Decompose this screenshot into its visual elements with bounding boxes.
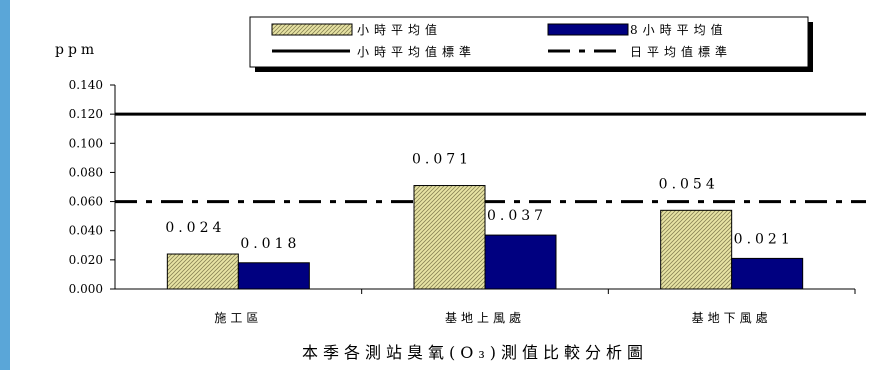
y-axis-label: ppm	[55, 42, 98, 58]
data-label: 0.024	[165, 220, 225, 236]
y-tick-label: 0.140	[69, 78, 103, 92]
category-label: 基地上風處	[445, 311, 525, 325]
legend-label-hourly-standard: 小時平均值標準	[357, 44, 476, 59]
chart-panel: 0.000 0.020 0.040 0.060 0.080 0.100 0.120 0.140…	[10, 0, 885, 370]
y-tick-label: 0.080	[69, 165, 103, 179]
bar-8hr-avg	[731, 257, 804, 290]
y-tick-label: 0.100	[69, 136, 103, 150]
data-label: 0.054	[659, 176, 719, 192]
bar-8hr-avg	[484, 234, 557, 290]
data-label: 0.018	[240, 236, 300, 252]
legend-label-hourly-avg: 小時平均值	[357, 22, 442, 37]
category-label: 施工區	[214, 311, 262, 325]
y-tick-label: 0.040	[69, 224, 103, 238]
legend-label-8hr-avg: 8小時平均值	[630, 22, 728, 37]
y-tick-label: 0.060	[69, 195, 103, 209]
legend-label-daily-standard: 日平均值標準	[630, 44, 732, 59]
y-tick-label: 0.020	[69, 253, 103, 267]
bar-hourly-avg	[166, 253, 239, 290]
legend-swatch-hourly-avg	[271, 23, 353, 36]
bar-8hr-avg	[237, 262, 310, 290]
y-tick-label: 0.120	[69, 107, 103, 121]
chart-title: 本季各測站臭氧(O₃)測值比較分析圖	[302, 343, 648, 362]
bar-hourly-avg	[413, 185, 486, 290]
ozone-comparison-chart: 0.000 0.020 0.040 0.060 0.080 0.100 0.120 0.140…	[55, 16, 866, 362]
y-tick-label: 0.000	[69, 282, 103, 296]
data-label: 0.037	[487, 208, 547, 224]
data-label: 0.021	[734, 231, 794, 247]
category-label: 基地下風處	[692, 311, 772, 325]
legend-swatch-8hr-avg	[547, 23, 629, 36]
bar-hourly-avg	[660, 209, 733, 290]
data-label: 0.071	[412, 152, 472, 168]
